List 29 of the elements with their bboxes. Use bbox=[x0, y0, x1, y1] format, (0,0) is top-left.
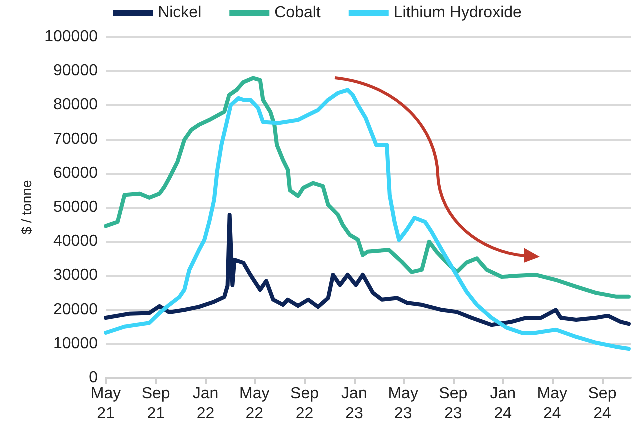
x-tick-label: Sep 23 bbox=[439, 386, 468, 422]
x-tick-label: Jan 22 bbox=[192, 386, 219, 422]
y-tick-label: 0 bbox=[89, 370, 98, 386]
x-tick-label: Sep 21 bbox=[142, 386, 170, 422]
x-tick-label: Jan 23 bbox=[342, 386, 368, 422]
line-series bbox=[104, 76, 631, 299]
x-tick-label: Sep 22 bbox=[290, 386, 320, 422]
y-tick-label: 70000 bbox=[54, 130, 98, 148]
x-tick-label: May 22 bbox=[240, 386, 270, 422]
x-tick-label: May 23 bbox=[388, 386, 418, 422]
y-tick-label: 20000 bbox=[54, 301, 98, 318]
x-tick-label: May 21 bbox=[90, 386, 122, 422]
y-tick-label: 60000 bbox=[54, 164, 98, 182]
y-tick-label: 100000 bbox=[44, 28, 98, 46]
y-tick-label: 90000 bbox=[54, 62, 98, 80]
x-tick-label: May 24 bbox=[537, 386, 568, 422]
legend-label: Cobalt bbox=[274, 4, 322, 22]
y-axis-title: $ / tonne bbox=[18, 180, 35, 235]
x-tick-label: Jan 24 bbox=[490, 386, 516, 422]
y-tick-label: 40000 bbox=[54, 233, 98, 250]
y-tick-label: 10000 bbox=[54, 335, 98, 352]
line-series bbox=[104, 88, 631, 352]
y-tick-label: 30000 bbox=[54, 267, 98, 284]
legend-label: Nickel bbox=[158, 4, 202, 22]
y-tick-label: 50000 bbox=[54, 199, 98, 216]
y-tick-label: 80000 bbox=[54, 96, 98, 114]
x-tick-label: Sep 24 bbox=[588, 386, 617, 422]
legend-label: Lithium Hydroxide bbox=[394, 4, 522, 22]
line-series bbox=[104, 213, 631, 328]
